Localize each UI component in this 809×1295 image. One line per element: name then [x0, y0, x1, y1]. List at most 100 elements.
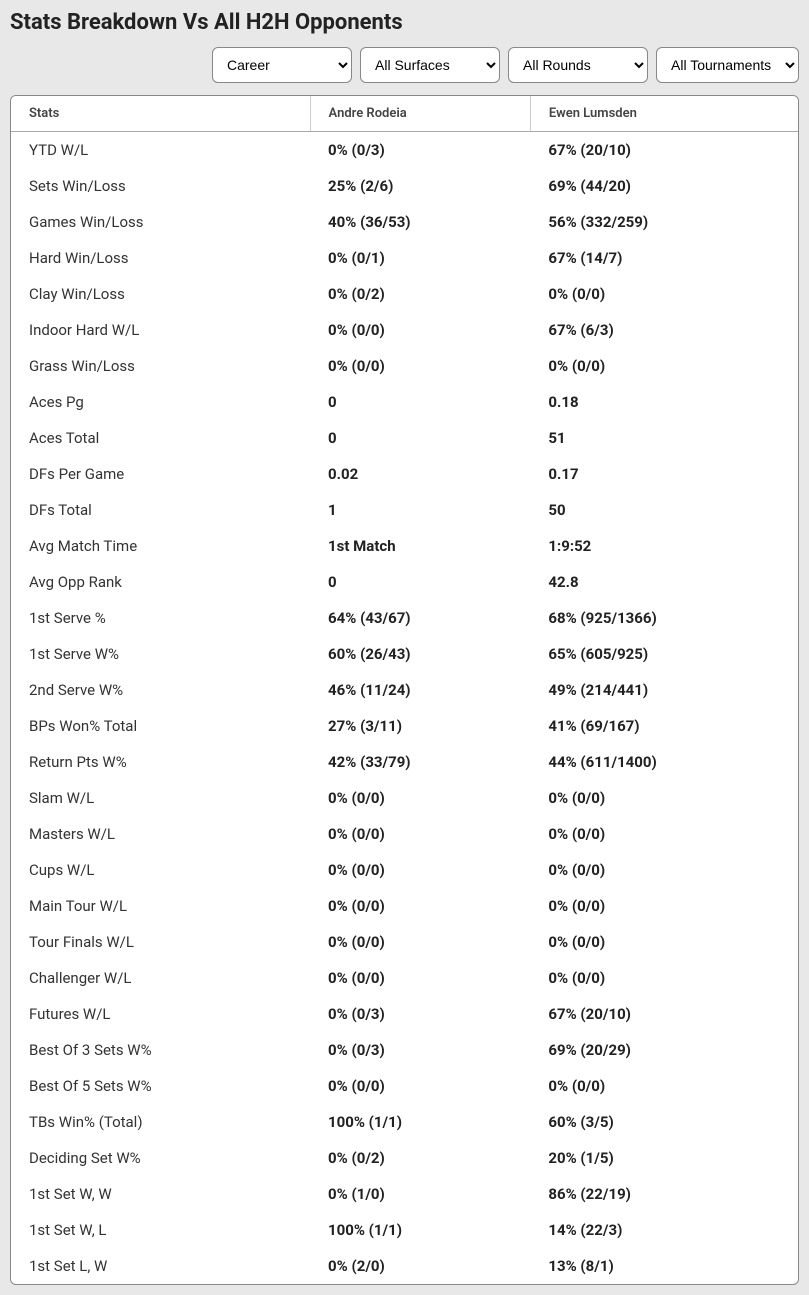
stat-value: 0% (1/0) [310, 1176, 530, 1212]
stat-value: 0 [310, 384, 530, 420]
table-header-row: Stats Andre Rodeia Ewen Lumsden [11, 96, 798, 132]
stat-label: Futures W/L [11, 996, 310, 1032]
stat-value: 0% (0/0) [530, 924, 798, 960]
filter-surface[interactable]: All Surfaces [360, 47, 500, 83]
table-row: Return Pts W%42% (33/79)44% (611/1400) [11, 744, 798, 780]
table-row: DFs Per Game0.020.17 [11, 456, 798, 492]
stat-value: 65% (605/925) [530, 636, 798, 672]
table-row: Clay Win/Loss0% (0/2)0% (0/0) [11, 276, 798, 312]
stat-value: 13% (8/1) [530, 1248, 798, 1284]
stat-value: 0% (0/3) [310, 1032, 530, 1068]
stat-label: Slam W/L [11, 780, 310, 816]
table-row: 1st Set L, W0% (2/0)13% (8/1) [11, 1248, 798, 1284]
stat-value: 0% (0/0) [310, 852, 530, 888]
stat-value: 0.02 [310, 456, 530, 492]
stat-label: Avg Opp Rank [11, 564, 310, 600]
table-row: DFs Total150 [11, 492, 798, 528]
stat-value: 64% (43/67) [310, 600, 530, 636]
table-row: Hard Win/Loss0% (0/1)67% (14/7) [11, 240, 798, 276]
table-row: YTD W/L0% (0/3)67% (20/10) [11, 132, 798, 169]
stat-value: 67% (14/7) [530, 240, 798, 276]
table-row: 1st Set W, L100% (1/1)14% (22/3) [11, 1212, 798, 1248]
stat-value: 40% (36/53) [310, 204, 530, 240]
table-row: Masters W/L0% (0/0)0% (0/0) [11, 816, 798, 852]
stat-value: 46% (11/24) [310, 672, 530, 708]
table-row: TBs Win% (Total)100% (1/1)60% (3/5) [11, 1104, 798, 1140]
stat-value: 0% (0/1) [310, 240, 530, 276]
stat-value: 100% (1/1) [310, 1212, 530, 1248]
table-row: 1st Serve W%60% (26/43)65% (605/925) [11, 636, 798, 672]
table-row: Grass Win/Loss0% (0/0)0% (0/0) [11, 348, 798, 384]
stat-value: 0% (0/0) [530, 816, 798, 852]
stat-value: 60% (3/5) [530, 1104, 798, 1140]
stat-label: DFs Per Game [11, 456, 310, 492]
stat-label: Clay Win/Loss [11, 276, 310, 312]
table-row: Aces Total051 [11, 420, 798, 456]
stat-value: 20% (1/5) [530, 1140, 798, 1176]
table-row: Futures W/L0% (0/3)67% (20/10) [11, 996, 798, 1032]
stat-label: Best Of 3 Sets W% [11, 1032, 310, 1068]
table-row: 1st Serve %64% (43/67)68% (925/1366) [11, 600, 798, 636]
stat-value: 67% (6/3) [530, 312, 798, 348]
stat-label: 1st Set W, L [11, 1212, 310, 1248]
table-row: Indoor Hard W/L0% (0/0)67% (6/3) [11, 312, 798, 348]
filter-period[interactable]: Career [212, 47, 352, 83]
stat-value: 49% (214/441) [530, 672, 798, 708]
table-row: 2nd Serve W%46% (11/24)49% (214/441) [11, 672, 798, 708]
stat-label: Grass Win/Loss [11, 348, 310, 384]
stat-value: 1 [310, 492, 530, 528]
stat-label: Avg Match Time [11, 528, 310, 564]
stat-value: 0% (0/0) [530, 780, 798, 816]
stat-value: 0% (0/3) [310, 132, 530, 169]
stat-value: 0 [310, 420, 530, 456]
stat-label: Return Pts W% [11, 744, 310, 780]
stat-value: 0 [310, 564, 530, 600]
stat-label: BPs Won% Total [11, 708, 310, 744]
stat-label: Indoor Hard W/L [11, 312, 310, 348]
stat-value: 56% (332/259) [530, 204, 798, 240]
stat-label: 1st Serve % [11, 600, 310, 636]
stat-value: 1st Match [310, 528, 530, 564]
stat-value: 0% (0/0) [530, 276, 798, 312]
stat-label: Tour Finals W/L [11, 924, 310, 960]
stat-value: 50 [530, 492, 798, 528]
stat-value: 100% (1/1) [310, 1104, 530, 1140]
stat-value: 86% (22/19) [530, 1176, 798, 1212]
stat-value: 1:9:52 [530, 528, 798, 564]
stat-label: Games Win/Loss [11, 204, 310, 240]
table-row: BPs Won% Total27% (3/11)41% (69/167) [11, 708, 798, 744]
stat-value: 68% (925/1366) [530, 600, 798, 636]
stat-label: Challenger W/L [11, 960, 310, 996]
stat-value: 51 [530, 420, 798, 456]
table-row: Main Tour W/L0% (0/0)0% (0/0) [11, 888, 798, 924]
stat-value: 0% (0/0) [530, 960, 798, 996]
stat-value: 42.8 [530, 564, 798, 600]
table-row: Games Win/Loss40% (36/53)56% (332/259) [11, 204, 798, 240]
stat-label: YTD W/L [11, 132, 310, 169]
table-row: 1st Set W, W0% (1/0)86% (22/19) [11, 1176, 798, 1212]
table-row: Avg Match Time1st Match1:9:52 [11, 528, 798, 564]
stat-label: Cups W/L [11, 852, 310, 888]
stat-value: 69% (20/29) [530, 1032, 798, 1068]
stat-label: Best Of 5 Sets W% [11, 1068, 310, 1104]
stat-value: 67% (20/10) [530, 132, 798, 169]
stat-value: 0% (0/0) [310, 312, 530, 348]
stat-label: Main Tour W/L [11, 888, 310, 924]
stat-label: TBs Win% (Total) [11, 1104, 310, 1140]
stat-label: Deciding Set W% [11, 1140, 310, 1176]
stat-value: 0% (0/0) [310, 1068, 530, 1104]
stat-value: 0% (0/3) [310, 996, 530, 1032]
stat-label: Hard Win/Loss [11, 240, 310, 276]
table-row: Tour Finals W/L0% (0/0)0% (0/0) [11, 924, 798, 960]
stats-table: Stats Andre Rodeia Ewen Lumsden YTD W/L0… [11, 96, 798, 1284]
stat-value: 60% (26/43) [310, 636, 530, 672]
filter-tournament[interactable]: All Tournaments [656, 47, 799, 83]
stat-value: 0.17 [530, 456, 798, 492]
filter-round[interactable]: All Rounds [508, 47, 648, 83]
stat-label: Masters W/L [11, 816, 310, 852]
stats-table-container: Stats Andre Rodeia Ewen Lumsden YTD W/L0… [10, 95, 799, 1285]
stat-label: 2nd Serve W% [11, 672, 310, 708]
stat-label: Aces Pg [11, 384, 310, 420]
stat-value: 14% (22/3) [530, 1212, 798, 1248]
table-row: Challenger W/L0% (0/0)0% (0/0) [11, 960, 798, 996]
